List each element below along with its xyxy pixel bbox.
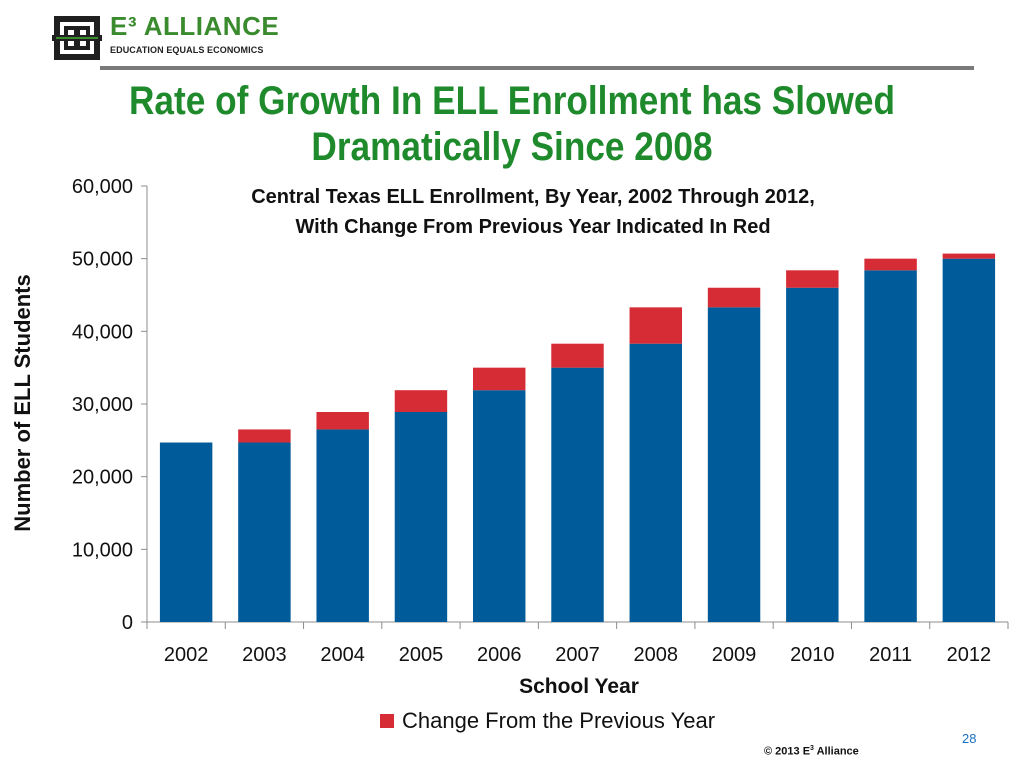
y-axis: 0 10,000 20,000 30,000 40,000 50,000 60,000: [72, 176, 147, 634]
bar-enrollment: [708, 307, 760, 622]
bar-change: [473, 368, 525, 391]
y-tick-label: 10,000: [72, 539, 133, 561]
bar-change: [786, 270, 838, 287]
bar-change: [395, 390, 447, 412]
bar-enrollment: [473, 390, 525, 622]
x-tick-label: 2006: [477, 644, 522, 666]
bar-change: [551, 344, 603, 368]
page-number: 28: [962, 731, 976, 746]
x-tick-label: 2007: [555, 644, 600, 666]
x-tick-label: 2002: [164, 644, 209, 666]
x-tick-label: 2004: [320, 644, 365, 666]
chart-subtitle: With Change From Previous Year Indicated…: [160, 212, 906, 242]
chart-title-line-1: Central Texas ELL Enrollment, By Year, 2…: [160, 182, 906, 212]
x-tick-label: 2009: [712, 644, 757, 666]
x-axis: 2002 2003 2004 2005 2006 2007 2008 2009 2010 2011…: [147, 622, 1008, 666]
bar-change: [943, 254, 995, 259]
bar-enrollment: [864, 270, 916, 622]
bar-enrollment: [943, 259, 995, 622]
x-axis-label: School Year: [519, 675, 639, 698]
bar-enrollment: [160, 443, 212, 622]
y-tick-label: 20,000: [72, 467, 133, 489]
bar-enrollment: [316, 429, 368, 622]
legend-label-change: Change From the Previous Year: [402, 708, 715, 734]
y-tick-label: 0: [122, 612, 133, 634]
y-tick-label: 60,000: [72, 176, 133, 198]
copyright-suffix: Alliance: [814, 746, 859, 758]
bar-change: [630, 307, 682, 343]
y-tick-label: 50,000: [72, 249, 133, 271]
bars: [160, 254, 995, 622]
x-tick-label: 2003: [242, 644, 287, 666]
bar-enrollment: [551, 368, 603, 622]
x-tick-label: 2010: [790, 644, 835, 666]
copyright: © 2013 E3 Alliance: [764, 745, 859, 758]
chart-title: Central Texas ELL Enrollment, By Year, 2…: [160, 182, 906, 242]
x-tick-label: 2008: [634, 644, 679, 666]
bar-enrollment: [238, 443, 290, 622]
x-tick-label: 2012: [947, 644, 992, 666]
copyright-prefix: © 2013 E: [764, 746, 810, 758]
legend-swatch-change: [380, 714, 394, 728]
x-tick-label: 2011: [869, 644, 912, 666]
bar-enrollment: [630, 344, 682, 622]
bar-change: [708, 288, 760, 308]
y-tick-label: 40,000: [72, 321, 133, 343]
bar-enrollment: [395, 412, 447, 622]
legend: Change From the Previous Year: [380, 706, 715, 736]
bar-enrollment: [786, 288, 838, 622]
bar-change: [864, 259, 916, 271]
bar-change: [238, 429, 290, 442]
y-tick-label: 30,000: [72, 394, 133, 416]
x-tick-label: 2005: [399, 644, 444, 666]
bar-change: [316, 412, 368, 429]
y-axis-label: Number of ELL Students: [10, 274, 35, 532]
